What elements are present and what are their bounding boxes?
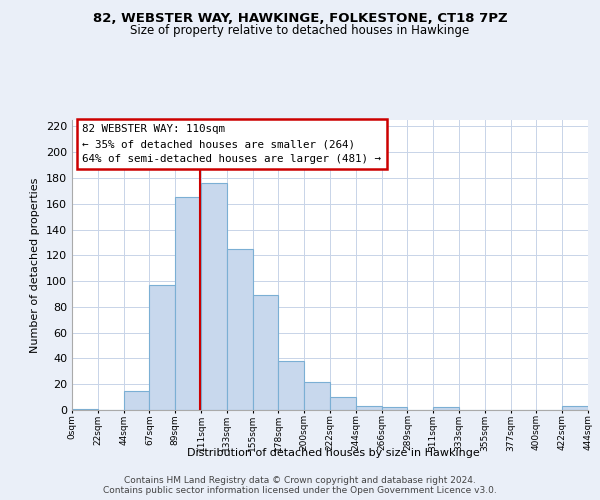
Bar bbox=[124, 390, 149, 410]
Bar bbox=[149, 285, 175, 410]
Text: Size of property relative to detached houses in Hawkinge: Size of property relative to detached ho… bbox=[130, 24, 470, 37]
Bar bbox=[433, 408, 459, 410]
Y-axis label: Number of detached properties: Number of detached properties bbox=[31, 178, 40, 352]
Bar bbox=[356, 406, 382, 410]
Bar bbox=[382, 408, 407, 410]
Bar bbox=[330, 397, 356, 410]
Bar bbox=[562, 406, 588, 410]
Bar bbox=[253, 296, 278, 410]
Text: Contains HM Land Registry data © Crown copyright and database right 2024.: Contains HM Land Registry data © Crown c… bbox=[124, 476, 476, 485]
Bar bbox=[201, 183, 227, 410]
Text: Contains public sector information licensed under the Open Government Licence v3: Contains public sector information licen… bbox=[103, 486, 497, 495]
Bar bbox=[175, 198, 201, 410]
Text: 82, WEBSTER WAY, HAWKINGE, FOLKESTONE, CT18 7PZ: 82, WEBSTER WAY, HAWKINGE, FOLKESTONE, C… bbox=[92, 12, 508, 26]
Bar bbox=[72, 408, 98, 410]
Bar bbox=[227, 249, 253, 410]
Bar bbox=[304, 382, 330, 410]
Text: 82 WEBSTER WAY: 110sqm
← 35% of detached houses are smaller (264)
64% of semi-de: 82 WEBSTER WAY: 110sqm ← 35% of detached… bbox=[82, 124, 382, 164]
Text: Distribution of detached houses by size in Hawkinge: Distribution of detached houses by size … bbox=[187, 448, 479, 458]
Bar bbox=[278, 361, 304, 410]
